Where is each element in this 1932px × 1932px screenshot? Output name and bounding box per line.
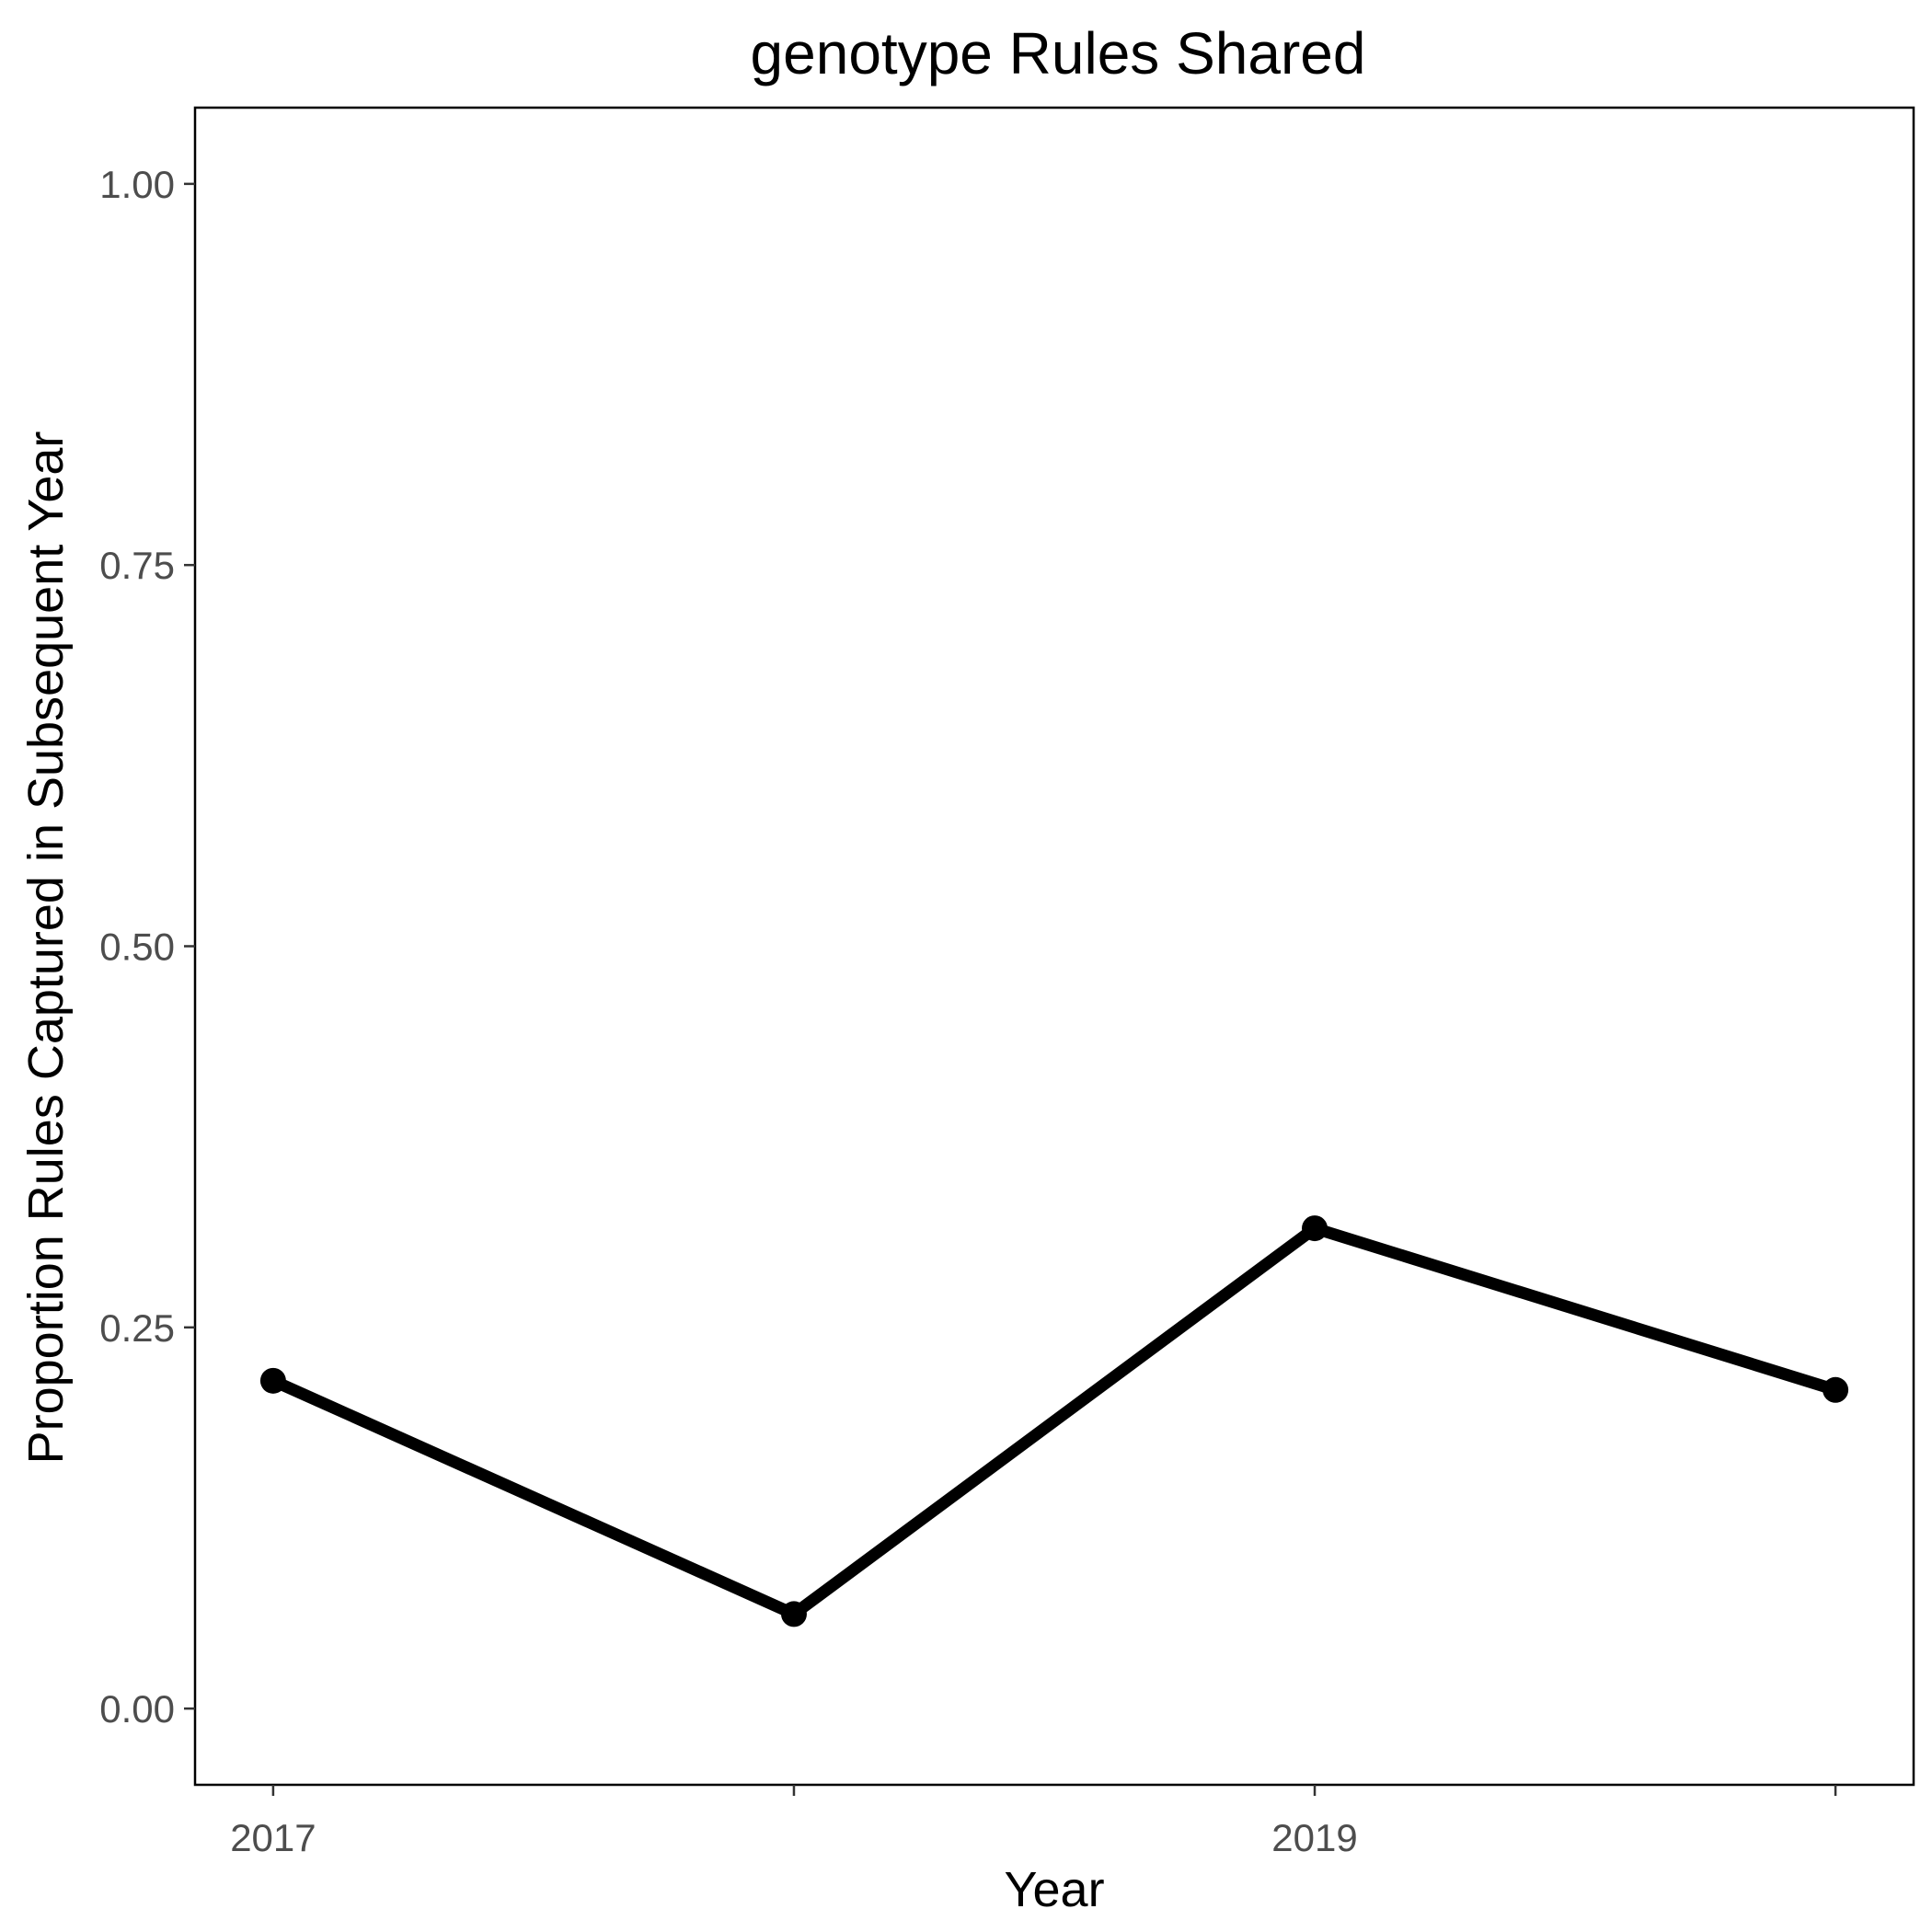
data-point [259,1367,286,1394]
x-axis: 2017 2019 [230,1785,1837,1859]
x-tick-label: 2019 [1271,1816,1357,1859]
data-point [1823,1376,1849,1403]
x-axis-label: Year [1004,1862,1104,1917]
x-tick-label: 2017 [230,1816,316,1859]
y-tick-label: 0.75 [99,544,175,587]
y-tick-label: 1.00 [99,163,175,206]
y-axis-label: Proportion Rules Captured in Subsequent … [18,431,74,1465]
series-line [267,1222,1842,1620]
series-layer [259,1215,1849,1627]
chart-title: genotype Rules Shared [751,20,1366,86]
plot-panel [193,106,1915,1787]
y-tick-label: 0.25 [99,1306,175,1350]
y-axis: 0.00 0.25 0.50 0.75 1.00 [99,163,195,1731]
y-tick-label: 0.00 [99,1687,175,1731]
data-point [780,1601,807,1627]
data-point [1302,1215,1328,1242]
y-tick-label: 0.50 [99,926,175,969]
